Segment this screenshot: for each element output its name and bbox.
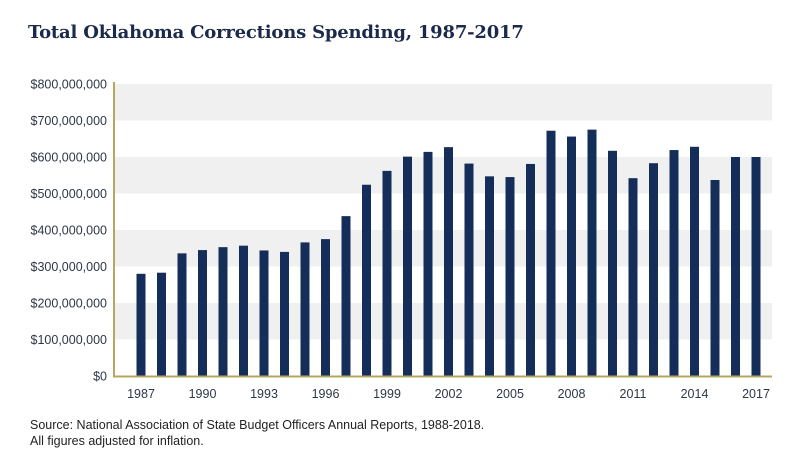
source-note: Source: National Association of State Bu… (30, 417, 484, 449)
bar-1995 (300, 242, 310, 376)
x-tick-label: 1996 (312, 387, 340, 401)
bar-1992 (239, 245, 248, 376)
bar-2003 (464, 163, 474, 376)
x-tick-label: 2014 (681, 387, 709, 401)
bar-2002 (444, 147, 453, 376)
y-axis-ticks: $0 $100,000,000 $200,000,000 $300,000,000 $4… (31, 78, 108, 384)
bar-2011 (628, 178, 638, 376)
bars (136, 129, 761, 376)
y-tick-label: $100,000,000 (31, 333, 108, 347)
bar-2004 (485, 176, 494, 376)
bar-1997 (341, 216, 351, 376)
x-tick-label: 2011 (620, 387, 647, 401)
x-tick-label: 2005 (496, 387, 524, 401)
bar-1993 (259, 250, 269, 376)
y-tick-label: $700,000,000 (31, 114, 108, 128)
bar-2015 (710, 179, 720, 376)
inflation-note: All figures adjusted for inflation. (30, 434, 204, 448)
bar-1989 (177, 253, 187, 376)
y-tick-label: $400,000,000 (31, 224, 108, 238)
bar-1994 (280, 251, 289, 376)
x-tick-label: 2008 (558, 387, 586, 401)
x-tick-label: 1990 (189, 387, 217, 401)
bar-2010 (608, 150, 617, 376)
chart-title: Total Oklahoma Corrections Spending, 198… (28, 22, 524, 43)
bar-2000 (403, 156, 412, 376)
x-tick-label: 1999 (373, 387, 401, 401)
source-line: Source: National Association of State Bu… (30, 418, 485, 432)
bar-2017 (751, 157, 761, 376)
grid-band (114, 84, 772, 121)
bar-2012 (649, 163, 658, 376)
bar-2013 (669, 150, 679, 376)
bar-1987 (136, 273, 146, 376)
bar-1990 (198, 250, 207, 376)
x-tick-label: 2002 (435, 387, 463, 401)
bar-2009 (587, 129, 597, 376)
y-tick-label: $500,000,000 (31, 187, 108, 201)
bar-1996 (321, 239, 330, 376)
x-tick-label: 1987 (127, 387, 155, 401)
x-axis-ticks: 1987 1990 1993 1996 1999 2002 2005 2008 2011 2014… (127, 387, 770, 401)
bar-1999 (382, 170, 392, 376)
bar-1988 (157, 272, 166, 376)
bar-2007 (546, 130, 556, 376)
bar-2014 (690, 146, 699, 376)
bar-2006 (526, 163, 535, 376)
x-tick-label: 2017 (742, 387, 770, 401)
bar-2008 (567, 136, 576, 376)
y-tick-label: $600,000,000 (31, 151, 108, 165)
grid-band (114, 157, 772, 194)
bar-2001 (423, 151, 433, 376)
y-tick-label: $0 (93, 370, 107, 384)
bar-2016 (731, 157, 740, 376)
x-tick-label: 1993 (250, 387, 278, 401)
bar-2005 (505, 177, 515, 376)
y-tick-label: $300,000,000 (31, 260, 108, 274)
bar-1991 (218, 247, 228, 376)
y-tick-label: $200,000,000 (31, 297, 108, 311)
y-tick-label: $800,000,000 (31, 78, 108, 92)
bar-1998 (362, 184, 371, 376)
